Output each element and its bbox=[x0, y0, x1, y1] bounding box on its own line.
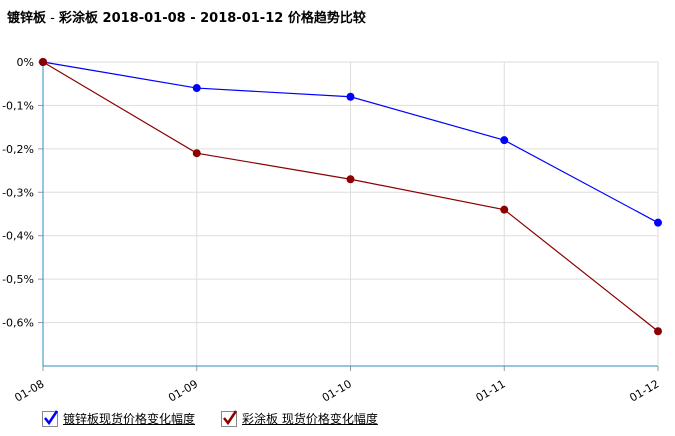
data-point-1-0 bbox=[39, 58, 47, 66]
data-point-0-2 bbox=[346, 92, 355, 101]
data-point-1-1 bbox=[192, 149, 201, 158]
legend-checkbox-coated[interactable] bbox=[221, 409, 238, 427]
data-point-0-4 bbox=[654, 218, 662, 227]
x-tick-label: 01-09 bbox=[166, 377, 200, 404]
data-point-0-3 bbox=[500, 136, 509, 145]
y-tick-label: -0,6% bbox=[2, 317, 34, 330]
legend-item-coated[interactable]: 彩涂板 现货价格变化幅度 bbox=[221, 409, 378, 427]
x-tick-label: 01-08 bbox=[12, 377, 46, 404]
x-tick-label: 01-12 bbox=[627, 377, 661, 404]
data-point-0-1 bbox=[192, 84, 201, 93]
legend-label-coated: 彩涂板 现货价格变化幅度 bbox=[242, 412, 378, 426]
y-tick-label: -0,1% bbox=[2, 99, 34, 112]
checkmark-icon bbox=[44, 409, 59, 425]
y-tick-label: -0,5% bbox=[2, 273, 34, 286]
y-tick-label: 0% bbox=[17, 56, 34, 69]
data-point-1-2 bbox=[346, 175, 355, 184]
chart-title: 镀锌板 - 彩涂板 2018-01-08 - 2018-01-12 价格趋势比较 bbox=[7, 7, 366, 26]
y-tick-label: -0,4% bbox=[2, 230, 34, 243]
data-point-1-4 bbox=[654, 327, 662, 336]
x-tick-label: 01-10 bbox=[320, 377, 354, 404]
legend-label-galvanized: 镀锌板现货价格变化幅度 bbox=[63, 412, 196, 426]
data-point-1-3 bbox=[500, 205, 509, 214]
checkmark-icon bbox=[223, 409, 238, 425]
title-product-b: 彩涂板 bbox=[58, 11, 98, 26]
legend-item-galvanized[interactable]: 镀锌板现货价格变化幅度 bbox=[42, 409, 196, 427]
title-suffix: 价格趋势比较 bbox=[287, 11, 366, 26]
legend-checkbox-galvanized[interactable] bbox=[42, 409, 59, 427]
x-tick-label: 01-11 bbox=[474, 377, 508, 404]
chart-legend: 镀锌板现货价格变化幅度 彩涂板 现货价格变化幅度 bbox=[42, 409, 378, 427]
title-product-a: 镀锌板 bbox=[7, 11, 47, 26]
y-tick-label: -0,2% bbox=[2, 143, 34, 156]
title-date-range: 2018-01-08 - 2018-01-12 bbox=[98, 11, 288, 26]
title-separator: - bbox=[46, 11, 59, 26]
y-tick-label: -0,3% bbox=[2, 186, 34, 199]
